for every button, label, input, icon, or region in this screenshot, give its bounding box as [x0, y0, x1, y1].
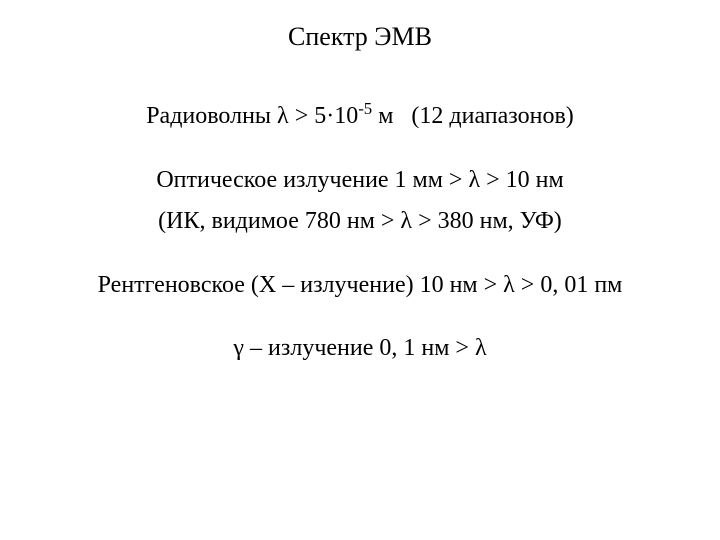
gamma-line: γ – излучение 0, 1 нм > λ — [0, 332, 720, 366]
slide-container: Спектр ЭМВ Радиоволны λ > 5·10-5 м (12 д… — [0, 0, 720, 540]
optical-line-2: (ИК, видимое 780 нм > λ > 380 нм, УФ) — [0, 205, 720, 239]
radio-line: Радиоволны λ > 5·10-5 м (12 диапазонов) — [0, 100, 720, 134]
optical-group: Оптическое излучение 1 мм > λ > 10 нм (И… — [0, 164, 720, 239]
slide-title: Спектр ЭМВ — [0, 22, 720, 52]
radio-group: Радиоволны λ > 5·10-5 м (12 диапазонов) — [0, 100, 720, 134]
xray-line: Рентгеновское (Х – излучение) 10 нм > λ … — [0, 269, 720, 303]
gamma-group: γ – излучение 0, 1 нм > λ — [0, 332, 720, 366]
xray-group: Рентгеновское (Х – излучение) 10 нм > λ … — [0, 269, 720, 303]
optical-line-1: Оптическое излучение 1 мм > λ > 10 нм — [0, 164, 720, 198]
